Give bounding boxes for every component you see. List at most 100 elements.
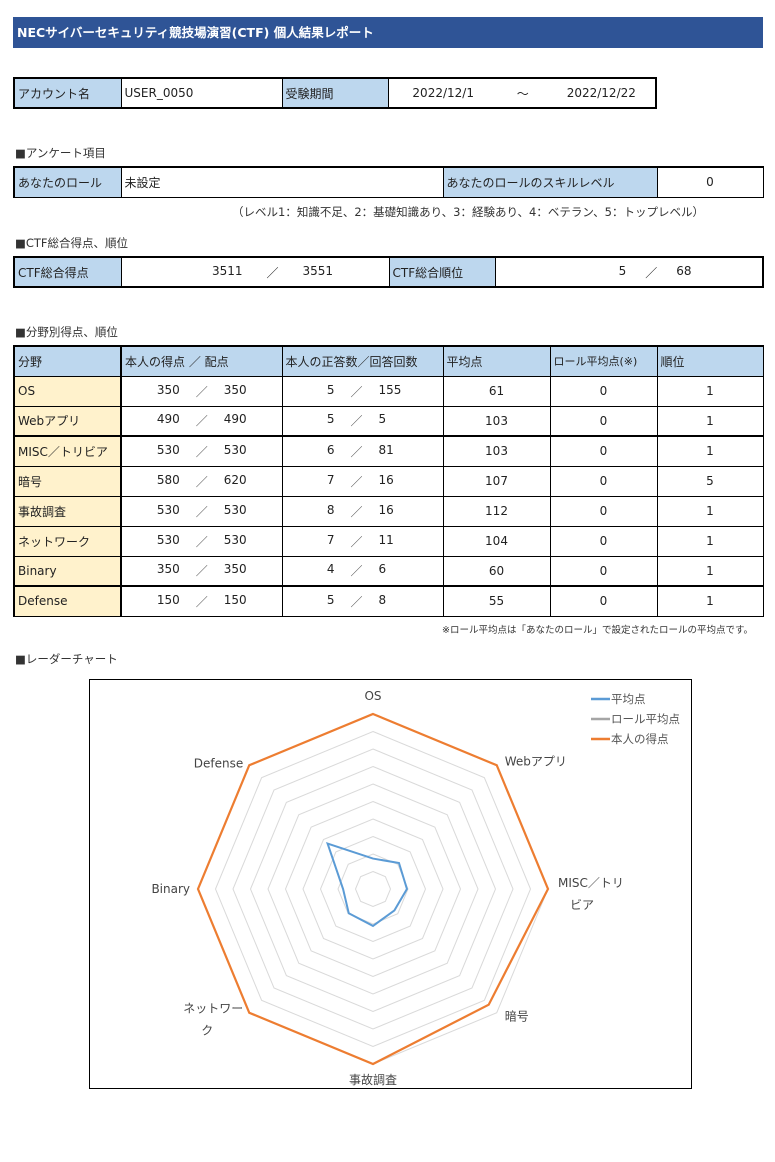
skill-label: あなたのロールのスキルレベル [442,166,658,198]
answers-cell: 5 ／ 8 [281,585,444,617]
field-max: 530 [223,532,247,547]
rank-cell: 1 [656,525,764,557]
field-correct: 7 [326,472,335,487]
field-score: 580 [156,472,180,487]
field-max: 150 [223,592,247,607]
slash: ／ [350,534,363,549]
field-score: 490 [156,412,180,427]
header-answers: 本人の正答数／回答回数 [281,345,444,377]
field-average: 103 [485,413,508,428]
field-role-average: 0 [599,504,608,518]
role-average-cell: 0 [549,585,658,617]
radar-grid-ring [354,870,392,908]
radar-axis-label: Defense [194,756,243,770]
field-cell: ネットワーク [13,525,122,557]
field-cell: Defense [13,585,122,617]
field-cell: 事故調査 [13,495,122,527]
field-attempts: 6 [378,562,387,577]
slash: ／ [350,504,363,519]
field-score: 350 [156,382,180,397]
role-average-cell: 0 [549,495,658,527]
field-name: Defense [18,594,68,609]
period-end: 2022/12/22 [566,86,636,100]
field-name: 暗号 [18,474,43,489]
role-average-cell: 0 [549,375,658,407]
average-cell: 103 [442,435,551,467]
rank-cell: 1 [656,495,764,527]
table-row: 暗号 580 ／ 620 7 ／ 16 107 0 5 [13,465,764,497]
header-score: 本人の得点 ／ 配点 [120,345,283,377]
field-rank: 1 [706,444,714,459]
score-cell: 490 ／ 490 [120,405,283,437]
role-average-cell: 0 [549,405,658,437]
total-rank: 5 [618,263,627,278]
field-correct: 4 [326,562,335,577]
field-name: Binary [18,563,57,578]
rank-cell: 5 [656,465,764,497]
field-cell: 暗号 [13,465,122,497]
fields-section-title: ■分野別得点、順位 [15,325,118,339]
radar-grid-ring [284,800,462,978]
fields-table: 分野 本人の得点 ／ 配点 本人の正答数／回答回数 平均点 ロール平均点(※) … [13,345,764,617]
account-value: USER_0050 [120,77,283,109]
slash: ／ [195,444,208,459]
score-cell: 580 ／ 620 [120,465,283,497]
header-rank: 順位 [656,345,764,377]
period-value: 2022/12/1 ～ 2022/12/22 [387,77,657,109]
total-score-max: 3551 [302,263,334,278]
average-cell: 104 [442,525,551,557]
field-score: 350 [156,562,180,577]
field-role-average: 0 [599,384,608,398]
rank-cell: 1 [656,555,764,587]
field-cell: Binary [13,555,122,587]
rank-cell: 1 [656,375,764,407]
answers-cell: 5 ／ 5 [281,405,444,437]
field-correct: 5 [326,412,335,427]
radar-axis-label: 事故調査 [349,1072,397,1087]
field-attempts: 8 [378,592,387,607]
score-cell: 530 ／ 530 [120,525,283,557]
slash: ／ [195,414,208,429]
slash: ／ [350,384,363,399]
score-cell: 530 ／ 530 [120,435,283,467]
field-role-average: 0 [599,413,608,428]
total-score-label: CTF総合得点 [13,256,122,288]
total-rank-count: 68 [676,263,692,278]
radar-axis-label: MISC／トリ [558,876,624,890]
score-cell: 350 ／ 350 [120,375,283,407]
field-correct: 8 [326,502,335,517]
slash: ／ [350,564,363,579]
average-cell: 55 [442,585,551,617]
radar-grid-ring [249,765,497,1013]
field-correct: 6 [326,442,335,457]
table-row: 事故調査 530 ／ 530 8 ／ 16 112 0 1 [13,495,764,527]
field-average: 55 [488,594,505,609]
field-average: 61 [488,384,505,398]
average-cell: 61 [442,375,551,407]
radar-grid-ring [319,835,427,943]
score-cell: 150 ／ 150 [120,585,283,617]
report-title: NECサイバーセキュリティ競技場演習(CTF) 個人結果レポート [13,17,763,48]
field-role-average: 0 [599,444,608,459]
field-average: 112 [485,504,508,518]
header-field: 分野 [13,345,122,377]
field-cell: OS [13,375,122,407]
radar-axis-label: ネットワー [183,1002,243,1016]
account-label: アカウント名 [13,77,122,109]
field-correct: 5 [326,382,335,397]
field-cell: Webアプリ [13,405,122,437]
slash: ／ [195,474,208,489]
field-max: 530 [223,442,247,457]
slash: ／ [266,265,279,280]
total-score: 3511 [211,263,243,278]
radar-grid-ring [267,783,479,995]
radar-series-line [196,712,550,1066]
score-cell: 530 ／ 530 [120,495,283,527]
role-value: 未設定 [120,166,444,198]
role-average-cell: 0 [549,555,658,587]
slash: ／ [350,594,363,609]
total-rank-label: CTF総合順位 [388,256,496,288]
table-row: Binary 350 ／ 350 4 ／ 6 60 0 1 [13,555,764,587]
header-average: 平均点 [442,345,551,377]
